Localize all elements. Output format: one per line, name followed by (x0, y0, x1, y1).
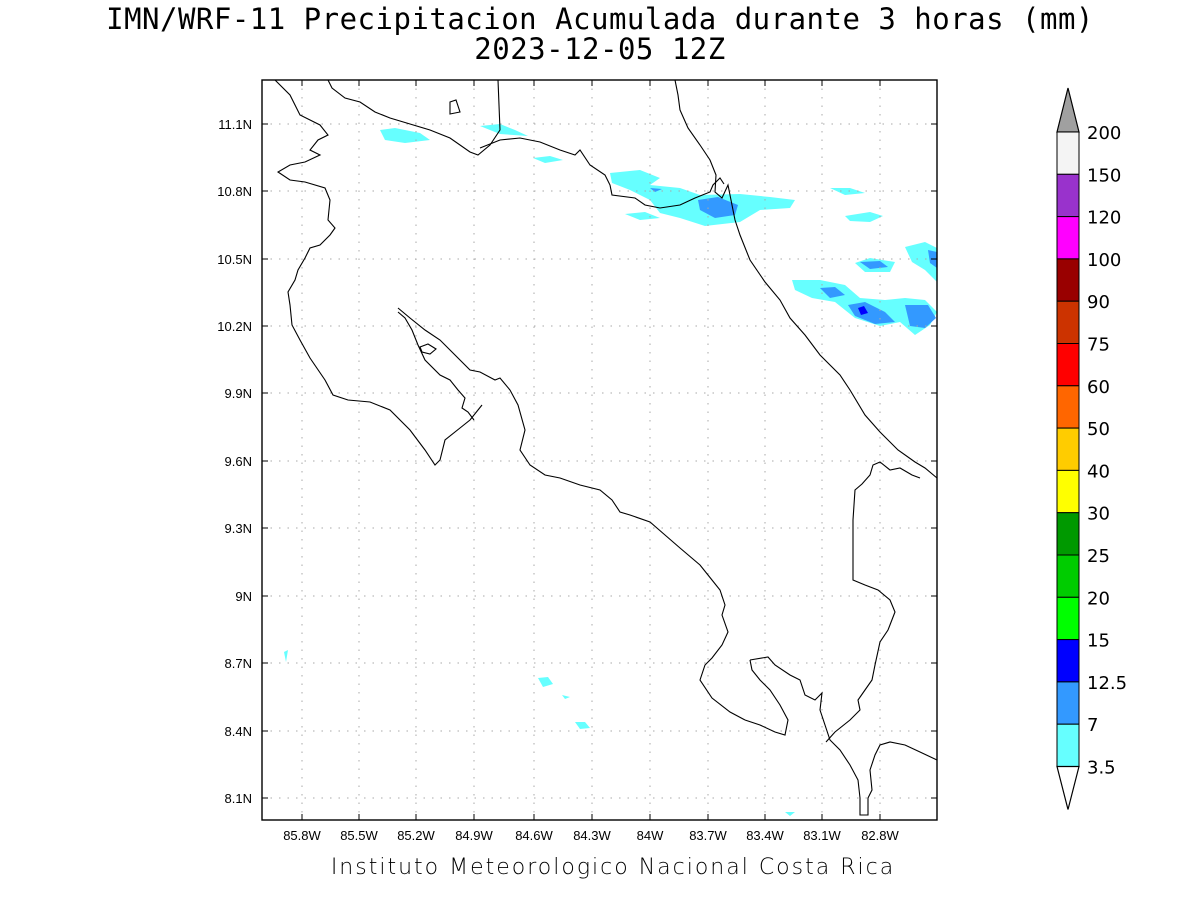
colorbar-label: 12.5 (1087, 673, 1127, 694)
x-tick-label: 83.4W (746, 828, 784, 843)
precip-area-medium (860, 261, 888, 269)
colorbar-label: 100 (1087, 250, 1121, 271)
map-title: IMN/WRF-11 Precipitacion Acumulada duran… (106, 2, 1094, 36)
map-valid-time: 2023-12-05 12Z (474, 32, 726, 66)
colorbar-label: 3.5 (1087, 758, 1116, 779)
nicaragua-pacific-coastline (274, 79, 483, 466)
nicoya-peninsula-coast (397, 311, 475, 421)
x-tick-label: 84.3W (573, 828, 611, 843)
panama-border (825, 461, 921, 743)
institution-footer: Instituto Meteorologico Nacional Costa R… (330, 855, 896, 880)
precip-area-light (480, 124, 528, 136)
colorbar-label: 120 (1087, 208, 1121, 229)
gulf-of-nicoya-island (419, 343, 437, 355)
x-tick-label: 85.2W (397, 828, 435, 843)
x-tick-label: 82.8W (861, 828, 899, 843)
precip-area-light (625, 212, 660, 220)
precip-area-medium (820, 287, 845, 298)
colorbar-swatch (1056, 131, 1080, 175)
colorbar-label: 30 (1087, 504, 1110, 525)
y-tick-label: 10.5N (217, 252, 252, 267)
colorbar-label: 75 (1087, 335, 1110, 356)
precip-area-light (533, 156, 563, 163)
colorbar-swatch (1056, 681, 1080, 725)
coastline-layer (274, 79, 938, 816)
x-tick-label: 84W (637, 828, 664, 843)
colorbar-label: 150 (1087, 165, 1121, 186)
y-tick-label: 10.2N (217, 319, 252, 334)
map-axes: 85.8W 85.5W 85.2W 84.9W 84.6W 84.3W 84W 83.7W 83… (217, 80, 937, 843)
lat-lon-grid (262, 80, 937, 820)
x-tick-label: 85.8W (283, 828, 321, 843)
y-tick-label: 9.6N (225, 454, 252, 469)
colorbar-label: 60 (1087, 377, 1110, 398)
osa-peninsula-coast (749, 656, 938, 816)
gulf-of-nicoya-coast (397, 307, 746, 721)
precip-area-medium (905, 305, 936, 328)
colorbar-swatch (1056, 554, 1080, 598)
y-tick-label: 10.8N (217, 184, 252, 199)
precip-area-heavy (858, 306, 868, 315)
y-tick-label: 11.1N (218, 117, 252, 132)
colorbar-swatch (1056, 639, 1080, 683)
y-tick-label: 8.1N (225, 791, 252, 806)
y-tick-label: 9.3N (225, 521, 252, 536)
colorbar-top-cap (1056, 87, 1080, 133)
colorbar-label: 25 (1087, 546, 1110, 567)
colorbar-label: 15 (1087, 631, 1110, 652)
x-tick-label: 85.5W (340, 828, 378, 843)
colorbar-swatch (1056, 343, 1080, 387)
precip-area-light (538, 677, 553, 687)
y-tick-label: 9.9N (225, 386, 252, 401)
colorbar-swatch (1056, 385, 1080, 429)
colorbar-label: 20 (1087, 588, 1110, 609)
y-tick-label: 8.4N (225, 724, 252, 739)
colorbar-swatch (1056, 427, 1080, 471)
colorbar-swatch (1056, 300, 1080, 345)
colorbar-label: 50 (1087, 419, 1110, 440)
colorbar-swatch (1056, 512, 1080, 556)
colorbar-swatch (1056, 173, 1080, 218)
y-tick-label: 9N (235, 589, 252, 604)
precip-area-light (284, 650, 288, 662)
precip-area-light (610, 170, 795, 226)
precip-area-light (830, 188, 865, 195)
caribbean-islet (449, 99, 461, 115)
map-frame (261, 79, 938, 821)
colorbar-swatch (1056, 469, 1080, 514)
precip-area-light (575, 722, 590, 729)
precip-area-light (380, 128, 430, 143)
caribbean-coastline (674, 79, 938, 479)
y-tick-label: 8.7N (225, 656, 252, 671)
x-tick-label: 84.9W (455, 828, 493, 843)
precip-area-medium (698, 197, 738, 218)
colorbar-swatch (1056, 258, 1080, 302)
colorbar-bottom-cap (1056, 765, 1080, 810)
colorbar-label: 40 (1087, 461, 1110, 482)
golfo-dulce-coast (744, 659, 789, 736)
nicaragua-border (327, 79, 501, 156)
precip-area-medium (650, 188, 662, 192)
colorbar-swatch (1056, 596, 1080, 641)
colorbar-label: 200 (1087, 123, 1121, 144)
colorbar-label: 7 (1087, 715, 1098, 736)
precipitation-colorbar: 200 150 120 100 90 75 60 50 40 30 25 20 15 12.5 7 3.5 (1056, 87, 1127, 810)
x-tick-label: 83.1W (803, 828, 841, 843)
precip-area-light (785, 812, 795, 816)
x-tick-label: 83.7W (689, 828, 727, 843)
costa-rica-northern-border (479, 137, 725, 209)
colorbar-label: 90 (1087, 292, 1110, 313)
precip-area-light (845, 212, 883, 222)
precip-area-light (562, 695, 570, 699)
x-tick-label: 84.6W (515, 828, 553, 843)
precipitation-layer (284, 124, 937, 816)
colorbar-swatch (1056, 216, 1080, 260)
colorbar-swatch (1056, 723, 1080, 768)
